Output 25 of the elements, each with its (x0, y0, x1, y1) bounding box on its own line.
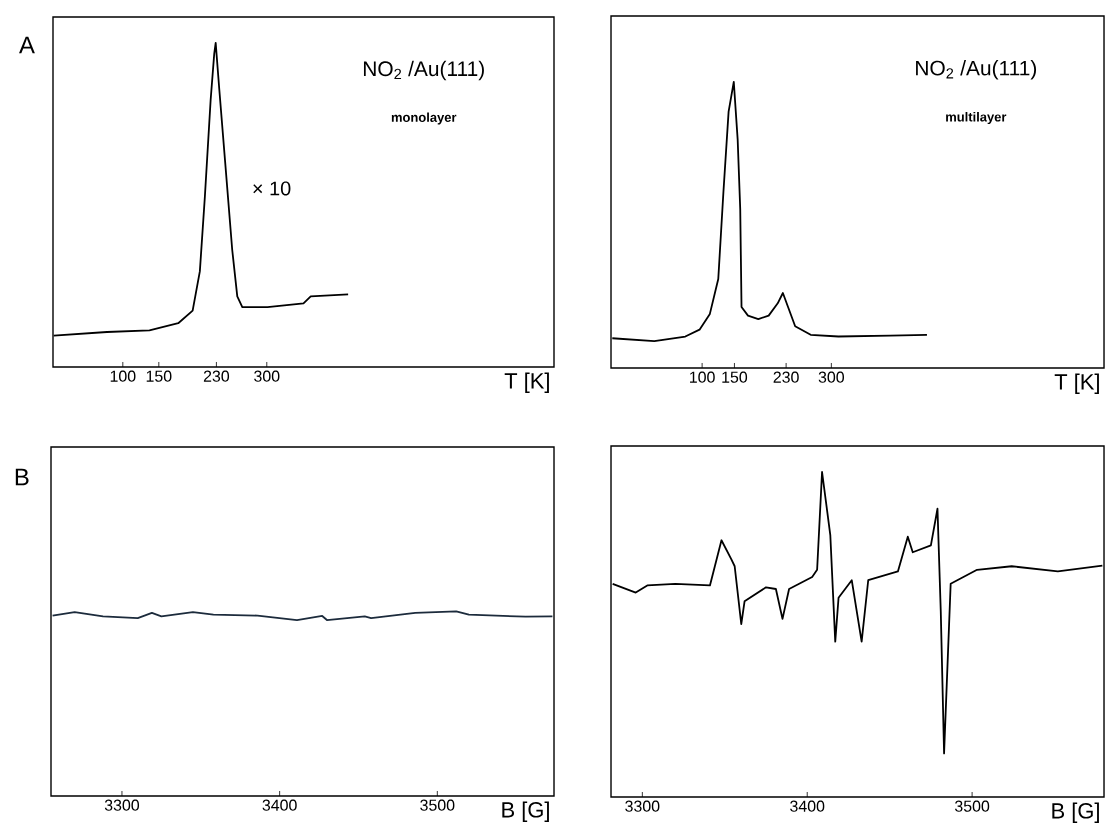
x-tick-label: 150 (722, 371, 748, 383)
x-tick-label: 3500 (420, 799, 455, 811)
x-axis-title: T [K] (504, 372, 549, 393)
text: A (19, 36, 35, 54)
x-axis-title: T [K] (1054, 373, 1099, 394)
text: multilayer (946, 112, 1007, 125)
x-tick-label: 230 (203, 370, 230, 382)
x-axis-title: B [G] (502, 801, 549, 822)
annotation: × 10 (253, 181, 291, 196)
x-tick-label: 3300 (625, 800, 660, 812)
text: B (15, 468, 29, 486)
x-tick-label: 3500 (954, 800, 990, 812)
x-tick-label: 3400 (262, 799, 297, 811)
text: NO$_{2}$ /Au(111) (363, 60, 484, 81)
x-tick-label: 3300 (104, 799, 140, 811)
x-tick-label: 300 (254, 370, 280, 382)
x-tick-label: 150 (146, 370, 172, 382)
text: monolayer (391, 112, 457, 125)
x-tick-label: 230 (773, 371, 799, 383)
chart-title: NO$_{2}$ /Au(111) (916, 60, 1037, 80)
x-tick-label: 3400 (790, 800, 825, 812)
x-tick-label: 100 (110, 370, 136, 382)
x-tick-label: 100 (690, 371, 715, 383)
x-axis-title: B [G] (1052, 802, 1099, 823)
x-tick-label: 300 (818, 371, 844, 383)
